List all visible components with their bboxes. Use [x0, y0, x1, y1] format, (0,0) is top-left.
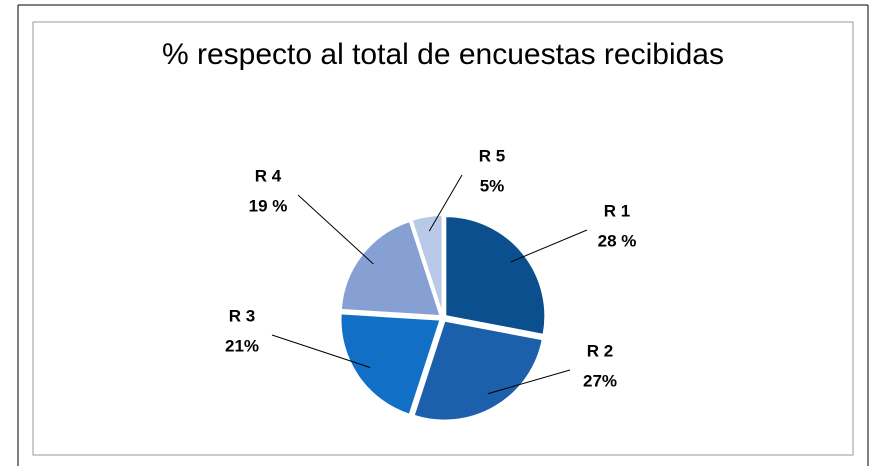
leader-line: [487, 369, 571, 395]
value-label: 27%: [583, 371, 617, 390]
pie-slice: [410, 214, 444, 316]
leader-line: [271, 334, 371, 368]
category-label: R 4: [255, 166, 282, 185]
category-label: R 2: [587, 341, 613, 360]
leader-line: [510, 229, 588, 263]
value-label: 28 %: [598, 231, 637, 250]
value-label: 19 %: [249, 196, 288, 215]
category-label: R 3: [229, 306, 255, 325]
category-label: R 1: [604, 201, 630, 220]
pie-slice: [339, 312, 442, 417]
category-label: R 5: [479, 146, 505, 165]
leader-line: [428, 174, 463, 232]
pie-slice: [412, 319, 544, 422]
leader-line: [297, 194, 374, 265]
pie-slice: [444, 215, 547, 336]
value-label: 21%: [225, 336, 259, 355]
chart-title: % respecto al total de encuestas recibid…: [162, 38, 724, 71]
pie-slice: [339, 219, 443, 318]
value-label: 5%: [480, 176, 505, 195]
